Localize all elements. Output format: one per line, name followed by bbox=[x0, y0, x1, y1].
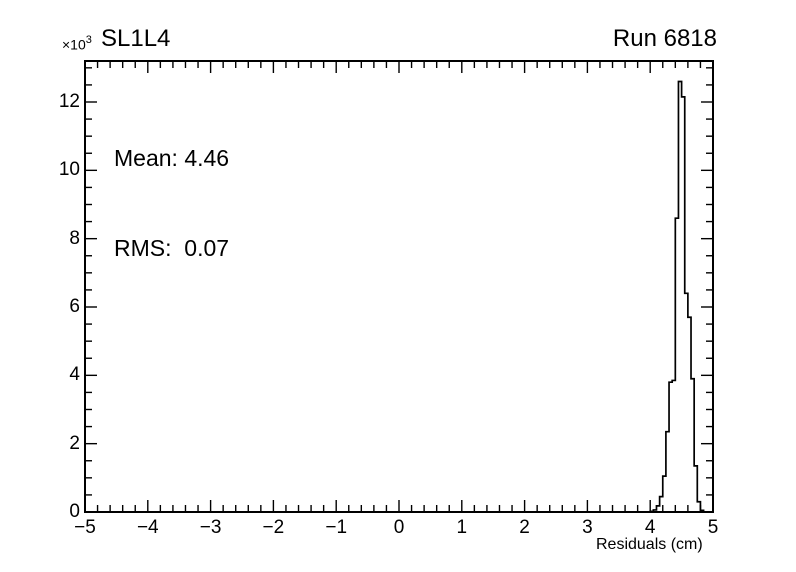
y-axis-exponent-label: ×103 bbox=[62, 30, 92, 55]
y-axis-exponent-mantissa: ×10 bbox=[62, 36, 86, 53]
y-tick-label: 8 bbox=[69, 227, 80, 249]
x-tick-label: 5 bbox=[707, 517, 719, 538]
histogram-title: SL1L4 bbox=[101, 25, 171, 52]
run-title: Run 6818 bbox=[612, 25, 717, 52]
x-tick-label: 3 bbox=[582, 517, 593, 538]
y-tick-label: 4 bbox=[69, 364, 80, 386]
x-tick-label: 2 bbox=[519, 517, 530, 538]
x-tick-label: −2 bbox=[262, 517, 285, 538]
x-tick-label: −1 bbox=[325, 517, 348, 538]
y-tick-label: 2 bbox=[69, 432, 80, 454]
x-tick-label: −4 bbox=[136, 517, 159, 538]
x-tick-label: 1 bbox=[456, 517, 468, 538]
y-tick-label: 6 bbox=[69, 296, 80, 317]
x-tick-label: 4 bbox=[644, 517, 656, 538]
y-tick-label: 10 bbox=[58, 159, 80, 181]
y-tick-label: 12 bbox=[58, 91, 80, 112]
plot-frame bbox=[84, 60, 714, 513]
y-axis-exponent-power: 3 bbox=[85, 34, 92, 46]
x-tick-label: −5 bbox=[74, 517, 96, 538]
x-axis-title: Residuals (cm) bbox=[596, 536, 703, 553]
x-tick-label: 0 bbox=[393, 517, 405, 538]
y-tick-label: 0 bbox=[69, 501, 80, 522]
x-tick-label: −3 bbox=[199, 517, 222, 538]
